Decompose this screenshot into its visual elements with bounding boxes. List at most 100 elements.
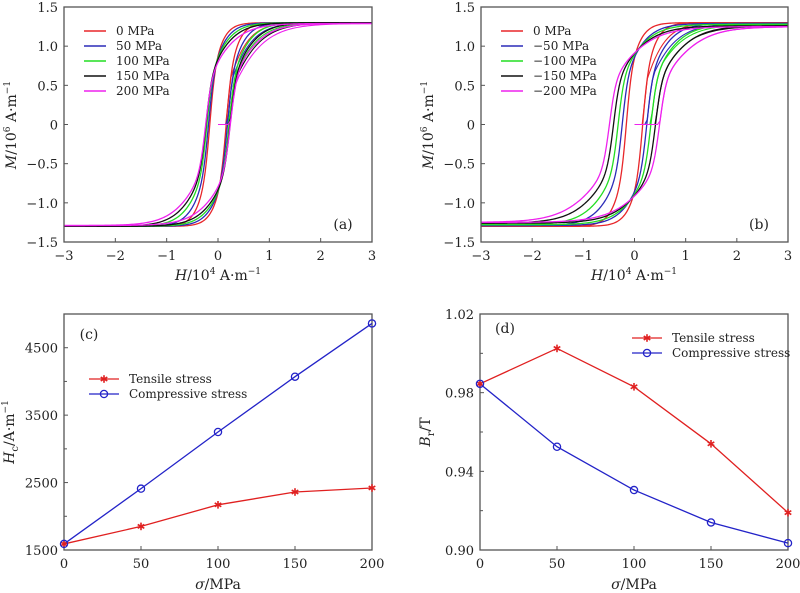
panel-a-xtick-label: 2	[317, 249, 325, 264]
panel-c-point-0-4	[368, 484, 376, 492]
panel-c-series	[59, 319, 377, 549]
panel-d-ticks: 0 50 100 150 200 0.90 0.94 0.98 1.02	[445, 308, 800, 572]
panel-c-series-line-0	[63, 487, 373, 545]
panel-c-label: (c)	[80, 327, 99, 343]
panel-d-ytick-label: 0.94	[445, 465, 474, 480]
panel-d-series-line-0	[479, 347, 789, 514]
panel-b-ytick-label: 0	[467, 119, 475, 134]
panel-a-curves	[64, 22, 373, 227]
panel-b-label: (b)	[749, 217, 769, 233]
panel-b-legend-label: 0 MPa	[533, 24, 571, 38]
panel-c-legend-label: Tensile stress	[129, 372, 212, 386]
panel-b-initial-curve-3	[634, 25, 789, 126]
panel-a-ytick-label: −1.5	[26, 236, 58, 251]
panel-b-xlabel: H/104 A·m−1	[590, 267, 677, 284]
panel-d-xlabel: σ/MPa	[611, 577, 657, 593]
panel-b-legend-label: −200 MPa	[533, 84, 597, 98]
panel-c-point-0-1	[137, 522, 145, 531]
panel-d-legend-label: Compressive stress	[672, 346, 790, 360]
panel-d-xtick-label: 50	[549, 557, 566, 572]
panel-b-xtick-label: 2	[733, 249, 741, 264]
panel-b-loop-descending-2	[481, 23, 788, 226]
panel-a-ytick-label: −0.5	[26, 158, 58, 173]
panel-c-coercivity: 0 50 100 150 200 1500 2500 3500 4500 Tensile str…	[1, 313, 385, 593]
panel-b-ylabel: M/106 A·m−1	[420, 81, 437, 170]
panel-c-xtick-label: 50	[133, 557, 150, 572]
panel-d-ytick-label: 0.90	[445, 544, 474, 559]
panel-a-ytick-label: −1.0	[26, 197, 58, 212]
panel-c-xtick-label: 200	[360, 557, 385, 572]
panel-d-point-1-3	[706, 518, 716, 527]
panel-c-point-0-0	[60, 540, 68, 548]
panel-d-point-1-1	[552, 442, 562, 451]
panel-d-legend-marker	[642, 348, 652, 358]
panel-a-xlabel: H/104 A·m−1	[174, 267, 261, 284]
panel-c-xtick-label: 100	[206, 557, 231, 572]
panel-b-xtick-label: −1	[574, 249, 593, 264]
panel-d-ytick-label: 1.02	[445, 308, 474, 323]
panel-b-legend-label: −50 MPa	[533, 39, 589, 53]
panel-c-ylabel: Hc/A·m−1	[1, 400, 21, 465]
panel-b-ticks: −3 −2 −1 0 1 2 3 −1.5 −1.0 −0.5 0 0.5 1.0 1.5	[443, 1, 792, 264]
panel-a-ylabel: M/106 A·m−1	[3, 81, 20, 170]
panel-c-point-0-3	[291, 488, 299, 496]
panel-d-ylabel: Br/T	[418, 417, 437, 448]
panel-d-ytick-label: 0.98	[445, 387, 474, 402]
panel-d-point-0-3	[707, 440, 715, 448]
panel-b-xtick-label: −3	[471, 249, 490, 264]
panel-b-xtick-label: 0	[630, 249, 638, 264]
panel-b-loop-descending-4	[480, 25, 788, 223]
panel-d-label: (d)	[495, 321, 515, 337]
panel-d-series	[475, 344, 793, 548]
panel-c-legend-label: Compressive stress	[129, 387, 247, 401]
panel-b-initial-curve-4	[634, 26, 789, 126]
panel-c-legend-marker	[99, 389, 109, 399]
panel-b-ytick-label: 0.5	[454, 79, 475, 94]
panel-b-initial-curve-2	[634, 23, 789, 126]
panel-d-point-1-4	[783, 538, 793, 548]
panel-c-ticks: 0 50 100 150 200 1500 2500 3500 4500	[25, 342, 385, 572]
panel-a-ytick-label: 0.5	[37, 79, 58, 94]
panel-b-legend-label: −100 MPa	[533, 54, 597, 68]
panel-a-xtick-label: 1	[265, 249, 273, 264]
panel-a-initial-curve-4	[218, 23, 373, 126]
panel-a-legend-label: 0 MPa	[116, 24, 154, 38]
panel-a-loop-descending-3	[64, 22, 372, 227]
panel-c-point-1-0	[59, 539, 69, 549]
panel-c-point-1-4	[367, 319, 377, 328]
panel-d-point-0-4	[784, 508, 792, 517]
panel-a-xtick-label: −3	[54, 249, 73, 264]
panel-b-legend: 0 MPa−50 MPa−100 MPa−150 MPa−200 MPa	[501, 24, 597, 98]
panel-a-ytick-label: 0	[50, 119, 58, 134]
panel-d-remanence: 0 50 100 150 200 0.90 0.94 0.98 1.02 Tensile str…	[418, 308, 800, 593]
panel-d-point-1-2	[629, 485, 639, 495]
panel-a-ytick-label: 1.0	[37, 40, 58, 55]
panel-b-hysteresis-compressive: −3 −2 −1 0 1 2 3 −1.5 −1.0 −0.5 0 0.5 1.0 1.5 0 MPa−5…	[420, 1, 792, 284]
panel-d-point-1-0	[475, 379, 485, 389]
panel-b-ytick-label: −1.0	[443, 197, 475, 212]
panel-c-ytick-label: 1500	[25, 544, 58, 559]
panel-b-ytick-label: 1.0	[454, 40, 475, 55]
panel-d-point-0-1	[553, 344, 561, 353]
panel-a-ticks: −3 −2 −1 0 1 2 3 −1.5 −1.0 −0.5 0 0.5 1.0 1.5	[26, 1, 376, 264]
panel-b-xtick-label: −2	[523, 249, 542, 264]
panel-d-legend-marker	[643, 334, 651, 342]
panel-a-legend-label: 50 MPa	[116, 39, 162, 53]
panel-c-legend-marker	[100, 375, 108, 383]
panel-c-ytick-label: 3500	[25, 409, 58, 424]
panel-a-ytick-label: 1.5	[37, 1, 58, 16]
panel-a-loop-descending-4	[64, 22, 372, 227]
panel-c-point-1-1	[136, 484, 146, 493]
panel-a-legend-label: 150 MPa	[116, 69, 170, 83]
panel-a-legend-label: 100 MPa	[116, 54, 170, 68]
panel-d-xtick-label: 100	[622, 557, 647, 572]
panel-d-xtick-label: 0	[476, 557, 484, 572]
panel-d-legend-label: Tensile stress	[672, 331, 755, 345]
panel-c-xlabel: σ/MPa	[195, 577, 241, 593]
panel-b-xtick-label: 1	[682, 249, 690, 264]
panel-a-xtick-label: 0	[214, 249, 222, 264]
panel-c-ytick-label: 4500	[25, 342, 58, 357]
panel-b-ytick-label: −1.5	[443, 236, 475, 251]
